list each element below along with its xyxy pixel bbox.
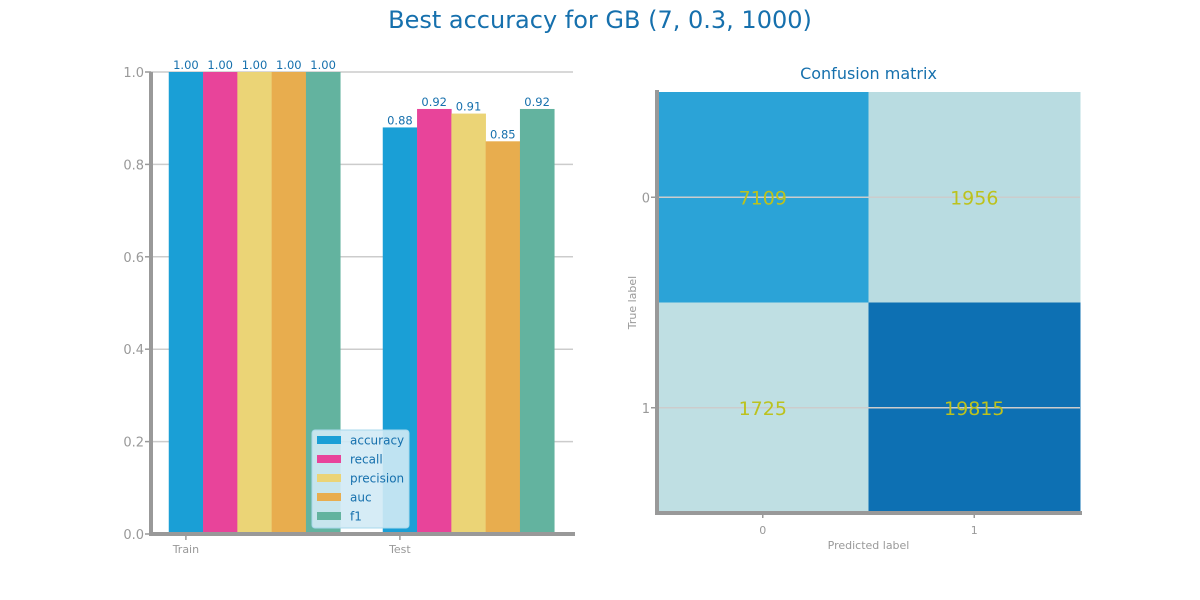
bar-auc-test: [485, 141, 521, 535]
data-label: 1.00: [173, 58, 199, 72]
x-tick-label: Test: [388, 543, 411, 556]
y-tick-label: 0.4: [123, 343, 144, 358]
data-label: 1.00: [310, 58, 336, 72]
cm-y-tick-label: 1: [642, 402, 650, 417]
bar-accuracy-train: [168, 72, 204, 534]
bar-auc-train: [271, 72, 307, 534]
legend-label-precision: precision: [350, 472, 404, 486]
cm-value-1-1: 19815: [944, 398, 1004, 420]
x-tick-label: Train: [172, 543, 199, 556]
y-tick-label: 0.8: [123, 158, 144, 173]
legend-swatch-precision: [317, 474, 341, 482]
legend-label-auc: auc: [350, 491, 372, 505]
legend-swatch-recall: [317, 455, 341, 463]
legend-swatch-f1: [317, 512, 341, 520]
cm-title: Confusion matrix: [800, 64, 937, 83]
bar-recall-test: [417, 108, 452, 535]
cm-value-0-1: 1956: [950, 187, 998, 209]
legend-label-accuracy: accuracy: [350, 434, 404, 448]
legend: accuracy recall precision auc f1: [311, 429, 410, 529]
y-tick-label: 0.6: [123, 251, 144, 266]
figure-title: Best accuracy for GB (7, 0.3, 1000): [388, 6, 812, 34]
cm-x-tick-label: 1: [971, 524, 978, 537]
data-label: 1.00: [276, 58, 302, 72]
legend-label-recall: recall: [350, 453, 383, 467]
bar-precision-test: [451, 113, 486, 534]
legend-label-f1: f1: [350, 510, 362, 524]
cm-ylabel: True label: [626, 276, 639, 330]
bar-precision-train: [237, 72, 272, 534]
legend-box: [311, 429, 410, 529]
data-label: 0.88: [387, 113, 413, 127]
data-label: 0.91: [456, 100, 482, 114]
legend-swatch-accuracy: [317, 436, 341, 444]
cm-value-1-0: 1725: [739, 398, 787, 420]
cm-y-tick-label: 0: [642, 191, 650, 206]
cm-x-tick-label: 0: [759, 524, 766, 537]
y-tick-label: 1.0: [123, 66, 144, 81]
y-tick-label: 0.0: [123, 528, 144, 543]
confusion-matrix: Confusion matrix 7109 1956 1725 19815 0 1 0 1 Pre…: [626, 64, 1082, 552]
data-label: 0.92: [524, 95, 550, 109]
data-label: 0.92: [421, 95, 447, 109]
bar-chart: 0.0 0.2 0.4 0.6 0.8 1.0 1.00 0.88 1.00 0.92 1.00 0.…: [123, 58, 575, 556]
data-label: 1.00: [242, 58, 268, 72]
y-tick-label: 0.2: [123, 436, 144, 451]
bar-f1-test: [519, 108, 555, 535]
cm-value-0-0: 7109: [739, 187, 787, 209]
legend-swatch-auc: [317, 493, 341, 501]
data-label: 1.00: [207, 58, 233, 72]
bar-recall-train: [203, 72, 238, 534]
data-label: 0.85: [490, 127, 516, 141]
cm-xlabel: Predicted label: [828, 539, 910, 552]
